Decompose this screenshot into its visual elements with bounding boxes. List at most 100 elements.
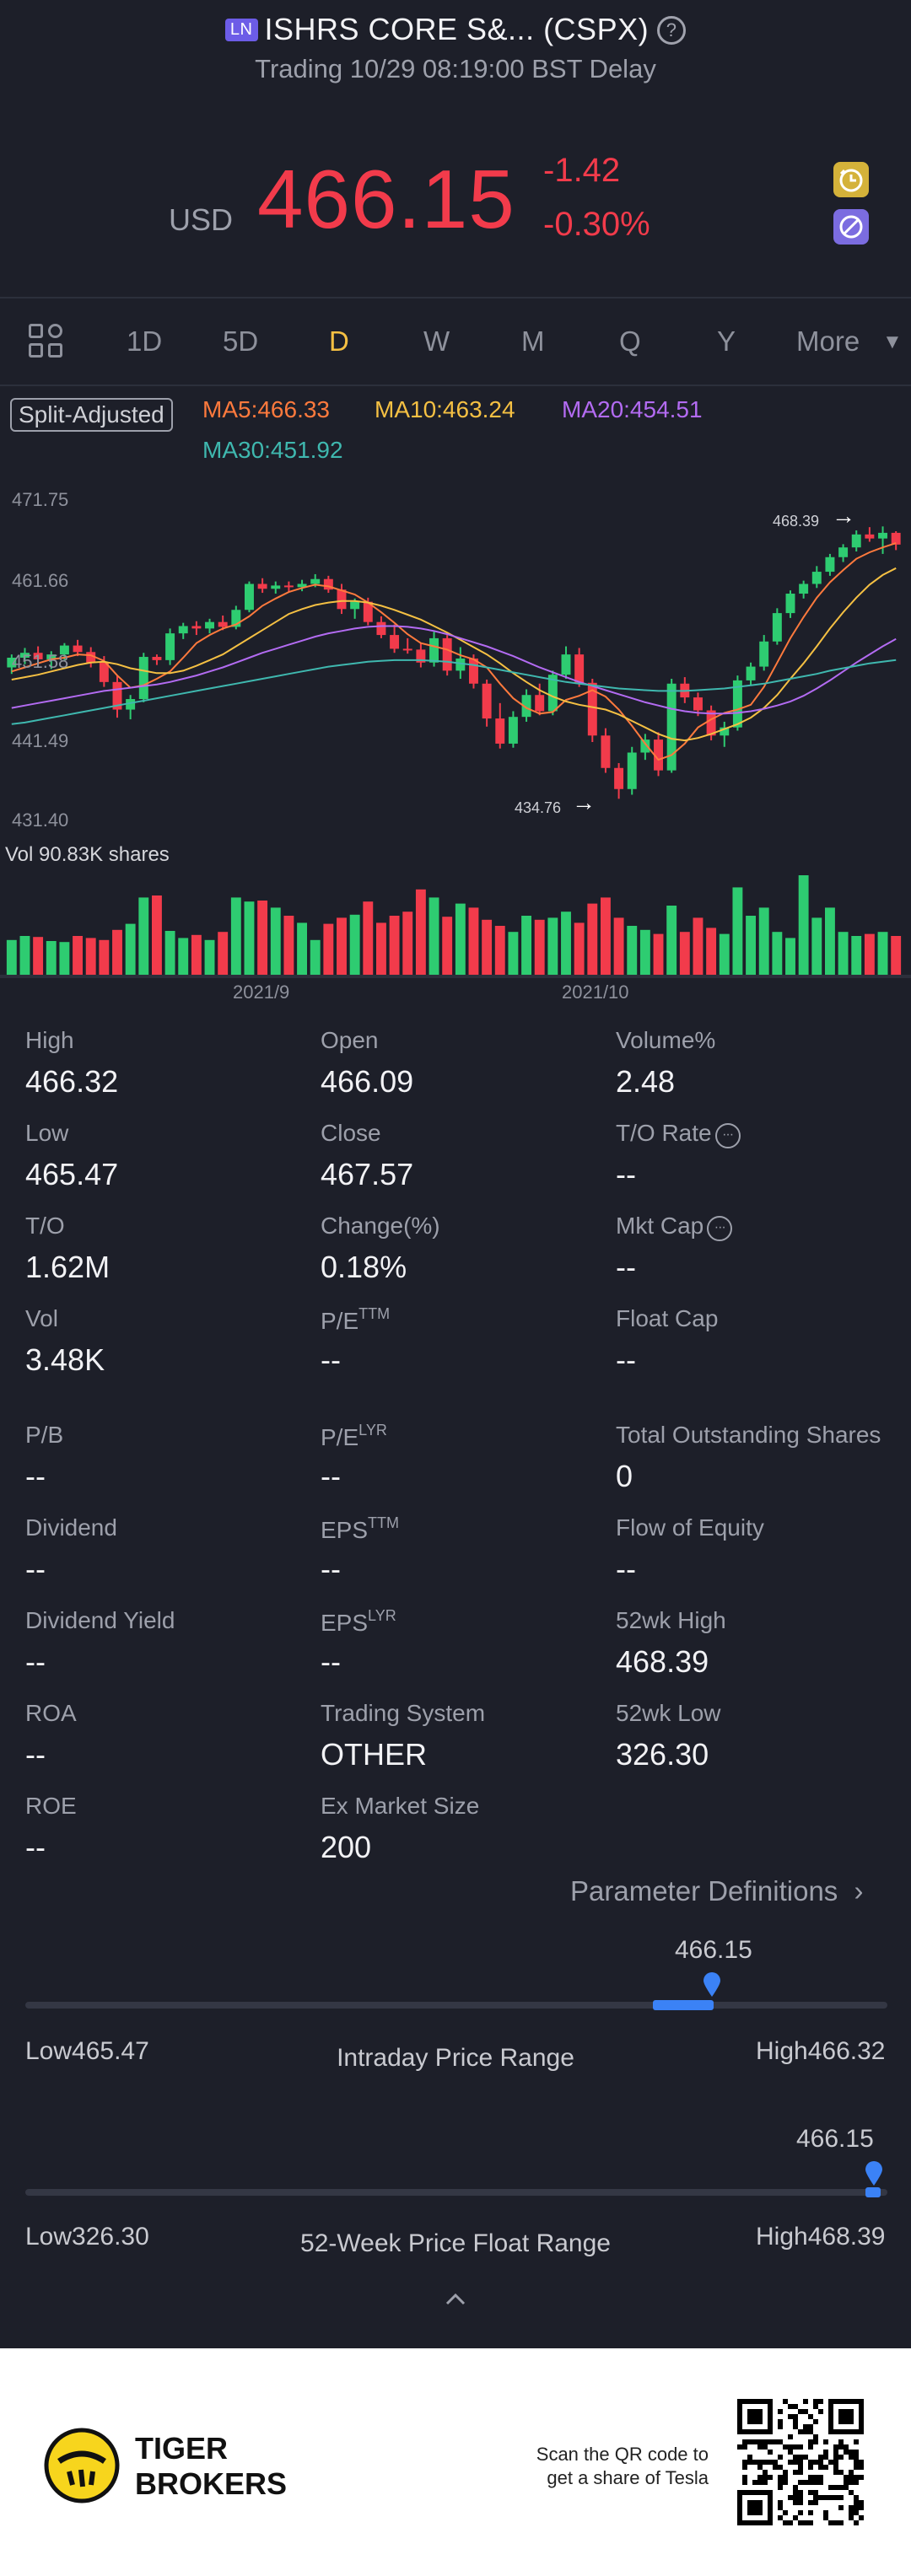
tab-1d[interactable]: 1D xyxy=(127,325,163,357)
stat-value-total-shares: 0 xyxy=(616,1459,633,1493)
volume-bar xyxy=(310,939,321,976)
candle xyxy=(191,621,202,636)
candle xyxy=(283,581,294,593)
stat-label-change-pct: Change(%) xyxy=(321,1213,440,1239)
stat-value-trading-system: OTHER xyxy=(321,1737,427,1772)
candle xyxy=(838,544,849,562)
moving-average-lines xyxy=(11,542,897,761)
volume-bar xyxy=(73,936,84,976)
intraday-low-label: Low465.47 xyxy=(25,2037,149,2065)
intraday-current-value: 466.15 xyxy=(675,1936,752,1964)
more-info-icon[interactable]: ··· xyxy=(714,1123,741,1148)
stat-label-pb: P/B xyxy=(25,1422,64,1448)
stat-value-eps-ttm: -- xyxy=(321,1552,341,1586)
tab-more[interactable]: More xyxy=(796,325,860,357)
currency-label: USD xyxy=(169,202,234,237)
candle xyxy=(785,590,795,618)
stat-value-roa: -- xyxy=(25,1737,46,1772)
candle xyxy=(416,643,426,668)
divider xyxy=(0,975,911,976)
volume-bar xyxy=(323,923,334,976)
split-adjusted-toggle[interactable]: Split-Adjusted xyxy=(10,398,173,432)
stat-label-eps-ttm: EPSTTM xyxy=(321,1514,400,1543)
location-pin-icon xyxy=(864,2160,884,2187)
stat-label-vol: Vol xyxy=(25,1305,58,1331)
candle xyxy=(257,578,267,594)
volume-bar xyxy=(851,936,862,976)
tab-5d[interactable]: 5D xyxy=(223,325,259,357)
candle xyxy=(865,527,875,542)
ma20-label: MA20:454.51 xyxy=(562,396,703,422)
last-price: 466.15 xyxy=(257,153,515,245)
stat-value-ex-market-size: 200 xyxy=(321,1830,372,1864)
stat-label-close: Close xyxy=(321,1120,381,1146)
candle xyxy=(547,670,558,716)
volume-bar xyxy=(442,917,453,976)
price-chart[interactable] xyxy=(0,472,911,843)
clock-icon[interactable] xyxy=(833,162,869,197)
stat-value-eps-lyr: -- xyxy=(321,1644,341,1679)
more-info-icon[interactable]: ··· xyxy=(707,1216,733,1241)
candle xyxy=(654,732,664,777)
parameter-definitions-link[interactable]: Parameter Definitions › xyxy=(570,1875,864,1906)
tab-monthly[interactable]: M xyxy=(521,325,545,357)
intraday-high-label: High466.32 xyxy=(756,2037,886,2065)
candle xyxy=(851,530,861,552)
52wk-range-fill xyxy=(865,2187,881,2197)
exchange-badge: LN xyxy=(224,19,258,41)
trading-status: Trading 10/29 08:19:00 BST Delay xyxy=(255,54,656,83)
price-change: -1.42 xyxy=(543,152,621,189)
stat-label-pe-ttm: P/ETTM xyxy=(321,1305,391,1334)
qr-code-icon[interactable] xyxy=(737,2399,864,2525)
volume-bar xyxy=(297,922,308,976)
stat-value-52wk-low: 326.30 xyxy=(616,1737,709,1772)
y-tick: 461.66 xyxy=(12,570,69,591)
volume-bar xyxy=(587,903,598,976)
candle xyxy=(574,648,585,687)
candle xyxy=(337,583,347,615)
volume-bar xyxy=(785,938,795,976)
stat-value-flow-of-equity: -- xyxy=(616,1552,636,1586)
volume-bar xyxy=(719,933,730,976)
52wk-current-value: 466.15 xyxy=(796,2125,874,2153)
stat-value-pb: -- xyxy=(25,1459,46,1493)
candle xyxy=(244,581,254,613)
volume-bar xyxy=(151,895,162,976)
divider xyxy=(0,297,911,298)
volume-bar xyxy=(798,875,809,976)
tab-yearly[interactable]: Y xyxy=(717,325,736,357)
volume-bar xyxy=(402,912,413,976)
qr-caption: Scan the QR code to get a share of Tesla xyxy=(506,2443,709,2490)
chevron-up-icon[interactable] xyxy=(445,2290,466,2310)
ma5-line xyxy=(11,542,897,761)
volume-bar xyxy=(112,929,122,976)
volume-bar xyxy=(824,907,835,976)
no-sign-icon[interactable] xyxy=(833,209,869,245)
question-circle-icon[interactable]: ? xyxy=(657,16,687,45)
caret-down-icon[interactable]: ▼ xyxy=(882,331,903,353)
volume-bar xyxy=(138,897,149,976)
candle xyxy=(138,653,148,702)
y-tick: 441.49 xyxy=(12,730,69,751)
tab-weekly[interactable]: W xyxy=(423,325,450,357)
stat-label-turnover: T/O xyxy=(25,1213,65,1239)
candle xyxy=(152,654,162,665)
grid-icon[interactable] xyxy=(29,324,64,359)
tab-daily[interactable]: D xyxy=(329,325,349,357)
volume-bar xyxy=(389,916,400,976)
qr-caption-line-1: Scan the QR code to xyxy=(536,2444,709,2465)
52wk-range-track xyxy=(25,2189,887,2196)
candle xyxy=(759,635,769,671)
volume-bar xyxy=(204,939,215,976)
tab-quarterly[interactable]: Q xyxy=(619,325,641,357)
stat-label-52wk-low: 52wk Low xyxy=(616,1700,721,1726)
candle xyxy=(19,648,30,664)
volume-bar xyxy=(600,897,611,976)
volume-bar xyxy=(218,932,229,976)
stat-label-pe-lyr: P/ELYR xyxy=(321,1422,387,1450)
volume-bar xyxy=(482,919,493,976)
price-change-percent: -0.30% xyxy=(543,206,650,243)
ma30-line xyxy=(11,659,897,725)
y-tick: 451.58 xyxy=(12,651,69,672)
stat-label-flow-of-equity: Flow of Equity xyxy=(616,1514,764,1541)
